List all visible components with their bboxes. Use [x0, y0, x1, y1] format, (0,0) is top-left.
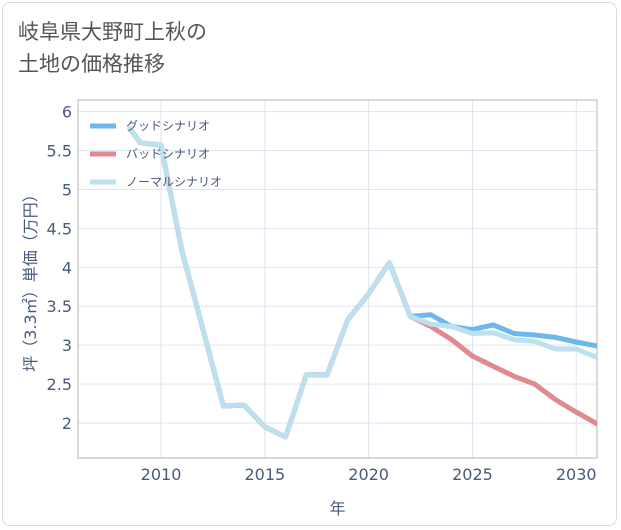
legend-label: グッドシナリオ: [126, 119, 210, 133]
y-ticks: 2 2.5 3 3.5 4 4.5 5 5.5 6: [47, 103, 72, 433]
legend-label: ノーマルシナリオ: [126, 175, 222, 189]
legend-label: バッドシナリオ: [126, 147, 210, 161]
x-ticks: 2010 2015 2020 2025 2030: [141, 465, 597, 484]
x-tick-label: 2020: [348, 465, 389, 484]
y-tick-label: 5.5: [47, 142, 72, 161]
y-tick-label: 3: [62, 336, 72, 355]
series-line-3: [127, 126, 597, 440]
x-axis-label: 年: [329, 499, 345, 518]
y-tick-label: 3.5: [47, 297, 72, 316]
series-layer: [127, 126, 597, 440]
x-tick-label: 2025: [452, 465, 493, 484]
y-tick-label: 2: [62, 414, 72, 433]
y-tick-label: 5: [62, 181, 72, 200]
y-tick-label: 6: [62, 103, 72, 122]
plot-frame: [77, 99, 598, 459]
y-tick-label: 4.5: [47, 219, 72, 238]
y-axis-label: 坪（3.3㎡）単価（万円）: [21, 186, 40, 371]
y-tick-label: 4: [62, 258, 72, 277]
x-tick-label: 2030: [556, 465, 597, 484]
x-tick-label: 2010: [141, 465, 182, 484]
chart-card: [2, 2, 617, 526]
y-tick-label: 2.5: [47, 375, 72, 394]
chart-title: 岐阜県大野町上秋の 土地の価格推移: [18, 20, 207, 76]
x-tick-label: 2015: [244, 465, 285, 484]
